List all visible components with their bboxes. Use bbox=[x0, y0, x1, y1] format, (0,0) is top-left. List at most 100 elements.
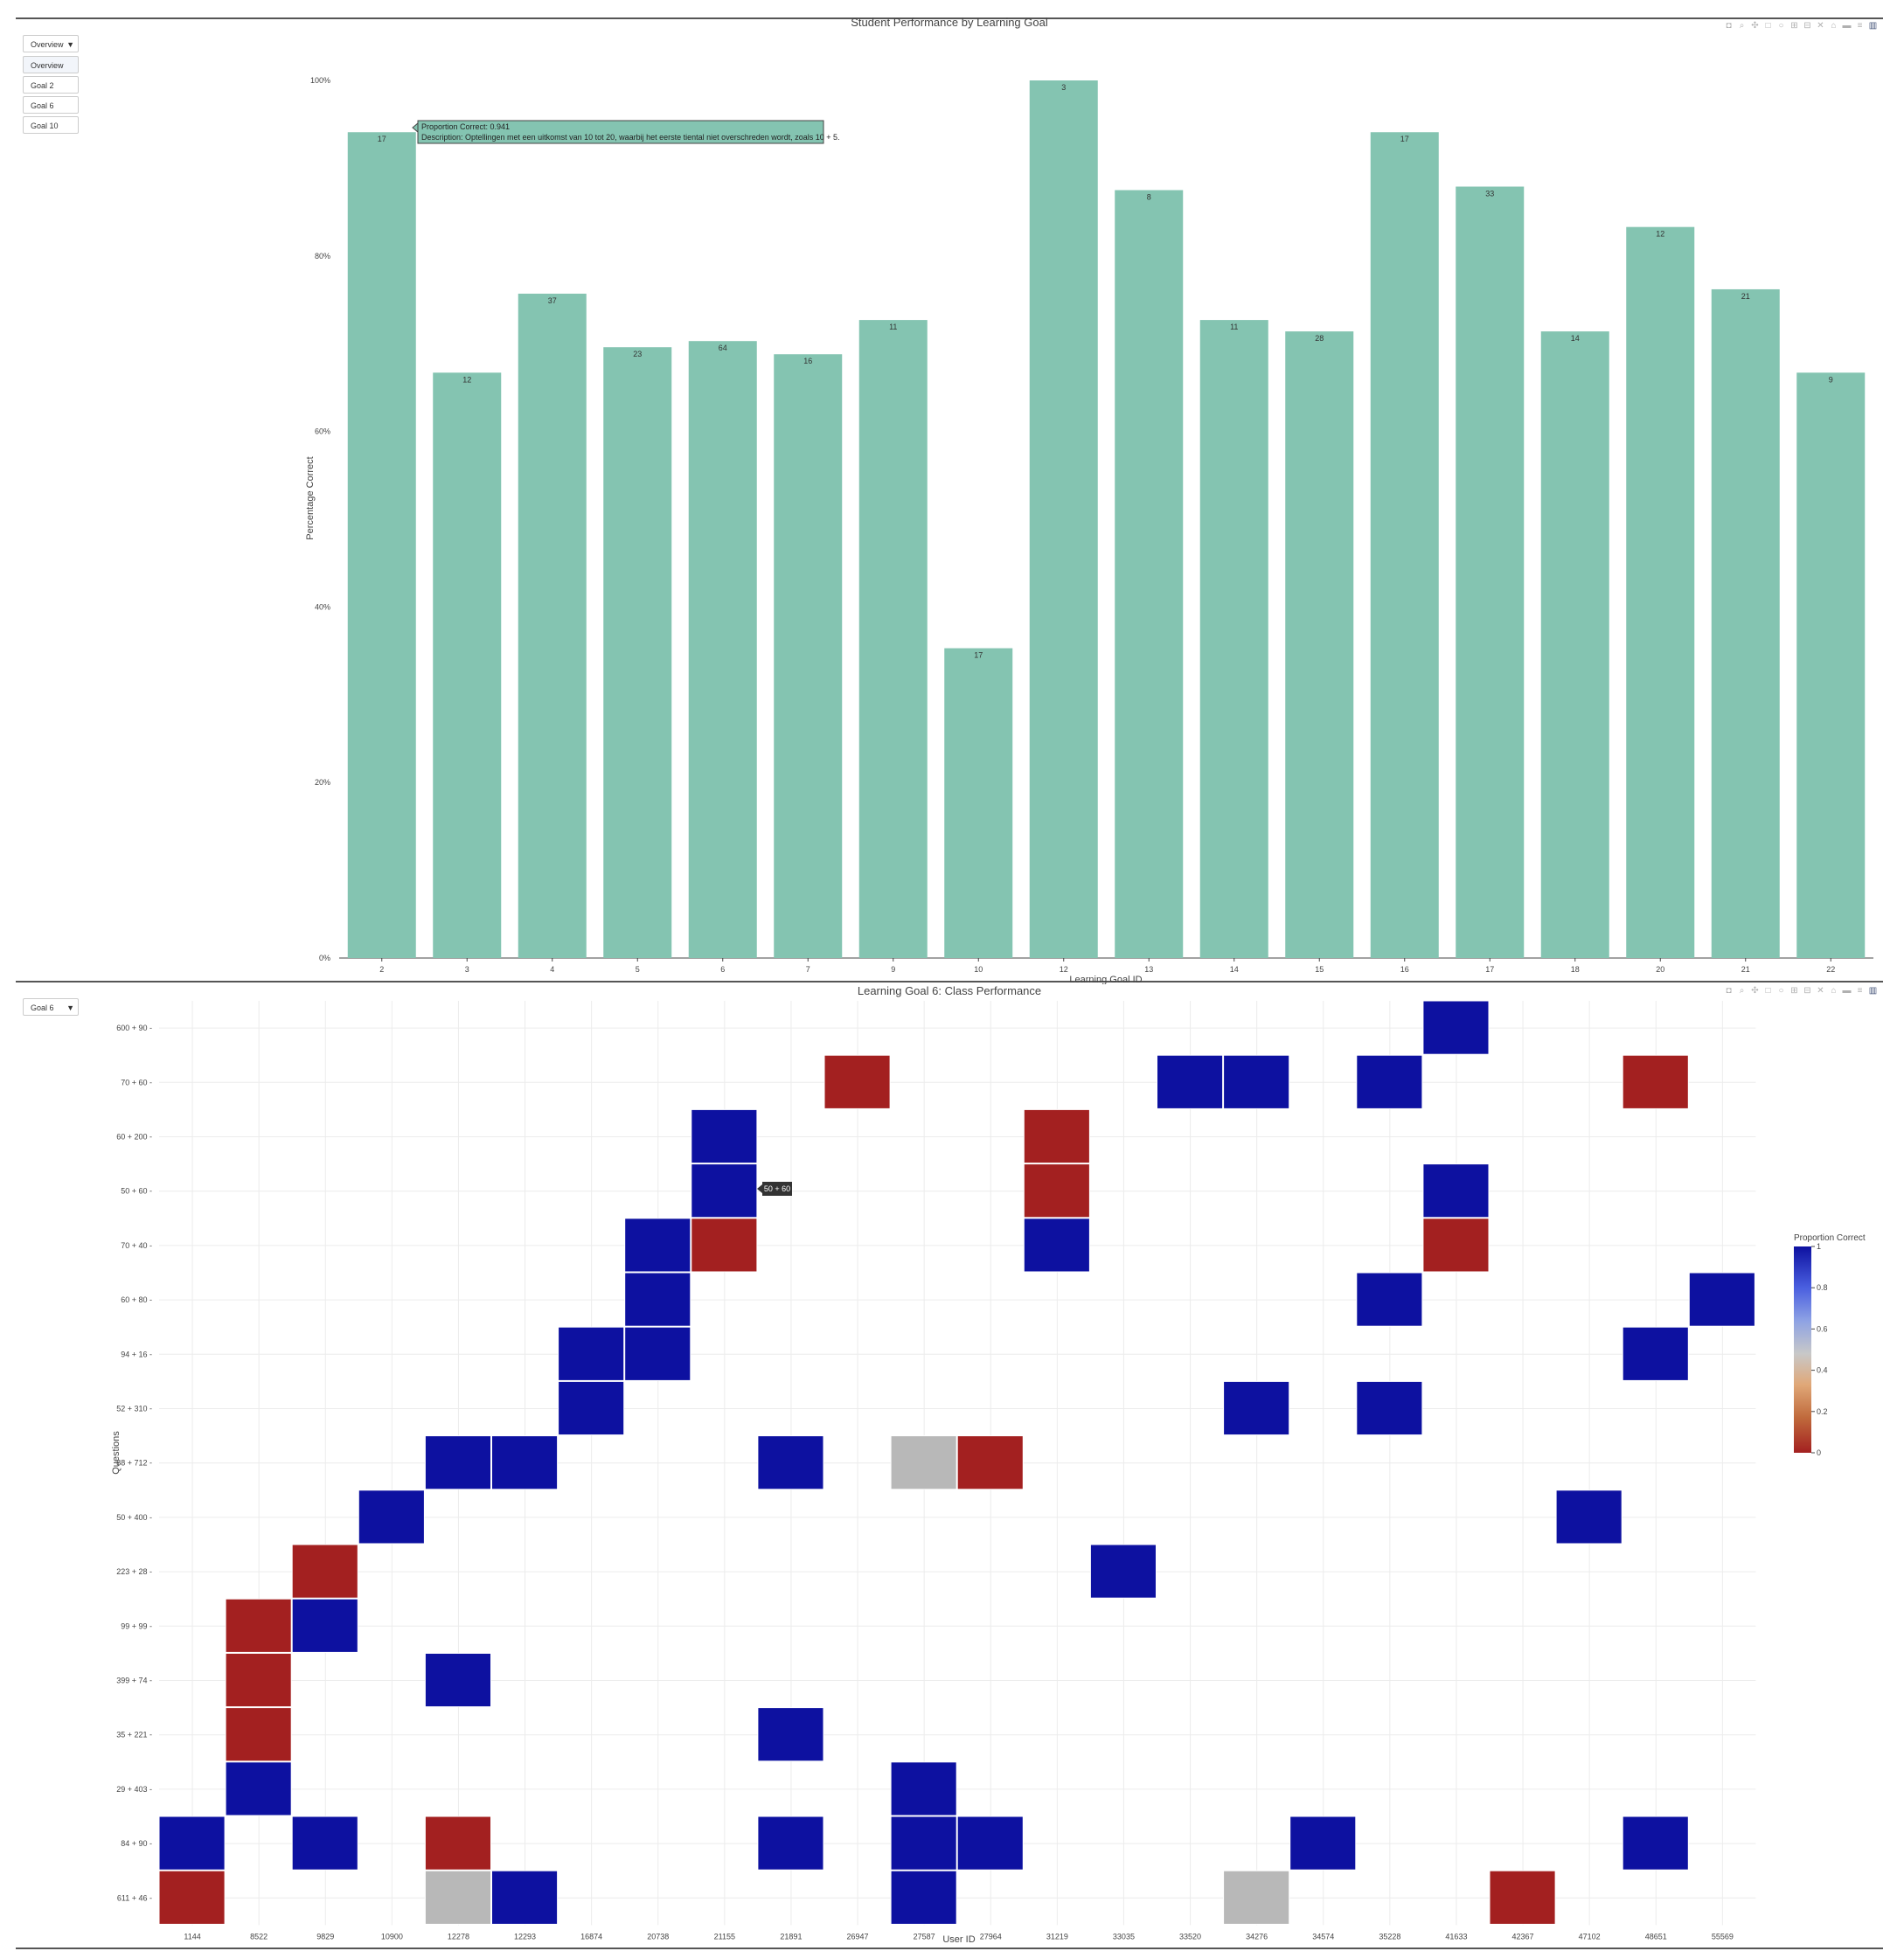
heatmap-cell[interactable] bbox=[1289, 1816, 1357, 1871]
bar-goal-20[interactable] bbox=[1626, 226, 1695, 959]
bar-goal-7[interactable] bbox=[774, 354, 843, 958]
zoom-icon[interactable]: ⌕ bbox=[1739, 986, 1745, 996]
bar-goal-3[interactable] bbox=[433, 372, 502, 958]
heatmap-cell[interactable] bbox=[890, 1870, 957, 1925]
heatmap-cell[interactable] bbox=[1422, 1000, 1490, 1055]
heatmap-cell[interactable] bbox=[1422, 1218, 1490, 1273]
heatmap-cell[interactable] bbox=[1356, 1380, 1423, 1436]
bar-goal-9[interactable] bbox=[858, 320, 928, 958]
pan-icon[interactable]: ✣ bbox=[1751, 21, 1759, 31]
heatmap-cell[interactable] bbox=[1622, 1054, 1689, 1109]
heatmap-cell[interactable] bbox=[1089, 1544, 1157, 1599]
compare-icon[interactable]: ≡ bbox=[1857, 21, 1863, 31]
heatmap-cell[interactable] bbox=[1356, 1272, 1423, 1327]
heatmap-cell[interactable] bbox=[225, 1652, 292, 1708]
goal-dropdown[interactable]: Goal 6 ▼ bbox=[23, 998, 79, 1016]
heatmap-cell[interactable] bbox=[491, 1870, 559, 1925]
bar-goal-14[interactable] bbox=[1199, 320, 1268, 958]
heatmap-cell[interactable] bbox=[757, 1435, 824, 1490]
heatmap-cell[interactable] bbox=[291, 1598, 358, 1653]
heatmap-cell[interactable] bbox=[1489, 1870, 1556, 1925]
bar-goal-6[interactable] bbox=[688, 341, 757, 958]
heatmap-cell[interactable] bbox=[1157, 1054, 1224, 1109]
menu-item-goal-6[interactable]: Goal 6 bbox=[23, 96, 79, 114]
autoscale-icon[interactable]: ✕ bbox=[1817, 21, 1824, 31]
heatmap-cell[interactable] bbox=[1622, 1326, 1689, 1381]
heatmap-cell[interactable] bbox=[358, 1489, 425, 1545]
plotly-logo-icon[interactable]: ▥ bbox=[1868, 21, 1878, 31]
menu-item-goal-2[interactable]: Goal 2 bbox=[23, 76, 79, 94]
bar-goal-18[interactable] bbox=[1540, 331, 1609, 958]
heatmap-cell[interactable] bbox=[1356, 1054, 1423, 1109]
heatmap-cell[interactable] bbox=[1688, 1272, 1755, 1327]
heatmap-cell[interactable] bbox=[757, 1816, 824, 1871]
heatmap-cell[interactable] bbox=[624, 1326, 691, 1381]
heatmap-cell[interactable] bbox=[691, 1218, 758, 1273]
heatmap-cell[interactable] bbox=[890, 1761, 957, 1816]
autoscale-icon[interactable]: ✕ bbox=[1817, 986, 1824, 996]
menu-item-overview[interactable]: Overview bbox=[23, 56, 79, 73]
zoom-out-icon[interactable]: ⊟ bbox=[1803, 986, 1811, 996]
heatmap-cell[interactable] bbox=[624, 1218, 691, 1273]
heatmap-cell[interactable] bbox=[956, 1816, 1024, 1871]
heatmap-cell[interactable] bbox=[1223, 1054, 1290, 1109]
heatmap-cell[interactable] bbox=[1023, 1218, 1090, 1273]
plotly-logo-icon[interactable]: ▥ bbox=[1868, 986, 1878, 996]
heatmap-cell[interactable] bbox=[158, 1816, 226, 1871]
heatmap-cell[interactable] bbox=[1622, 1816, 1689, 1871]
heatmap-cell[interactable] bbox=[424, 1816, 491, 1871]
heatmap-cell[interactable] bbox=[291, 1816, 358, 1871]
heatmap-cell[interactable] bbox=[558, 1326, 625, 1381]
box-select-icon[interactable]: □ bbox=[1765, 21, 1771, 31]
heatmap-cell[interactable] bbox=[225, 1707, 292, 1762]
bar-goal-13[interactable] bbox=[1115, 190, 1184, 959]
heatmap-cell[interactable] bbox=[624, 1272, 691, 1327]
heatmap-cell[interactable] bbox=[1223, 1380, 1290, 1436]
bar-goal-22[interactable] bbox=[1796, 372, 1866, 958]
heatmap-cell[interactable] bbox=[890, 1816, 957, 1871]
heatmap-cell[interactable] bbox=[823, 1054, 891, 1109]
heatmap-cell[interactable] bbox=[225, 1598, 292, 1653]
zoom-icon[interactable]: ⌕ bbox=[1739, 21, 1745, 31]
bar-goal-21[interactable] bbox=[1711, 288, 1780, 958]
zoom-in-icon[interactable]: ⊞ bbox=[1790, 21, 1798, 31]
compare-icon[interactable]: ≡ bbox=[1857, 986, 1863, 996]
heatmap-cell[interactable] bbox=[956, 1435, 1024, 1490]
bar-goal-4[interactable] bbox=[518, 293, 587, 958]
heatmap-cell[interactable] bbox=[1555, 1489, 1623, 1545]
pan-icon[interactable]: ✣ bbox=[1751, 986, 1759, 996]
heatmap-cell[interactable] bbox=[1223, 1870, 1290, 1925]
heatmap-cell[interactable] bbox=[424, 1870, 491, 1925]
box-select-icon[interactable]: □ bbox=[1765, 986, 1771, 996]
heatmap-cell[interactable] bbox=[1422, 1163, 1490, 1219]
reset-icon[interactable]: ⌂ bbox=[1831, 986, 1837, 996]
bar-goal-15[interactable] bbox=[1285, 331, 1354, 958]
heatmap-cell[interactable] bbox=[424, 1435, 491, 1490]
heatmap-cell[interactable] bbox=[890, 1435, 957, 1490]
menu-item-goal-10[interactable]: Goal 10 bbox=[23, 116, 79, 134]
heatmap-cell[interactable] bbox=[691, 1108, 758, 1164]
heatmap-cell[interactable] bbox=[691, 1163, 758, 1219]
bar-goal-12[interactable] bbox=[1029, 80, 1098, 958]
camera-icon[interactable]: ◘ bbox=[1726, 21, 1732, 31]
zoom-out-icon[interactable]: ⊟ bbox=[1803, 21, 1811, 31]
bar-goal-16[interactable] bbox=[1370, 132, 1439, 959]
bar-goal-2[interactable] bbox=[347, 132, 416, 959]
heatmap-cell[interactable] bbox=[158, 1870, 226, 1925]
spike-icon[interactable]: ▬ bbox=[1842, 21, 1852, 31]
lasso-icon[interactable]: ○ bbox=[1778, 21, 1784, 31]
overview-dropdown[interactable]: Overview ▼ bbox=[23, 35, 79, 52]
bar-goal-17[interactable] bbox=[1456, 186, 1525, 958]
heatmap-cell[interactable] bbox=[1023, 1108, 1090, 1164]
heatmap-cell[interactable] bbox=[558, 1380, 625, 1436]
heatmap-cell[interactable] bbox=[757, 1707, 824, 1762]
heatmap-cell[interactable] bbox=[225, 1761, 292, 1816]
heatmap-cell[interactable] bbox=[1023, 1163, 1090, 1219]
heatmap-cell[interactable] bbox=[291, 1544, 358, 1599]
heatmap-cell[interactable] bbox=[424, 1652, 491, 1708]
reset-icon[interactable]: ⌂ bbox=[1831, 21, 1837, 31]
heatmap-cell[interactable] bbox=[491, 1435, 559, 1490]
zoom-in-icon[interactable]: ⊞ bbox=[1790, 986, 1798, 996]
camera-icon[interactable]: ◘ bbox=[1726, 986, 1732, 996]
bar-goal-5[interactable] bbox=[603, 347, 672, 958]
